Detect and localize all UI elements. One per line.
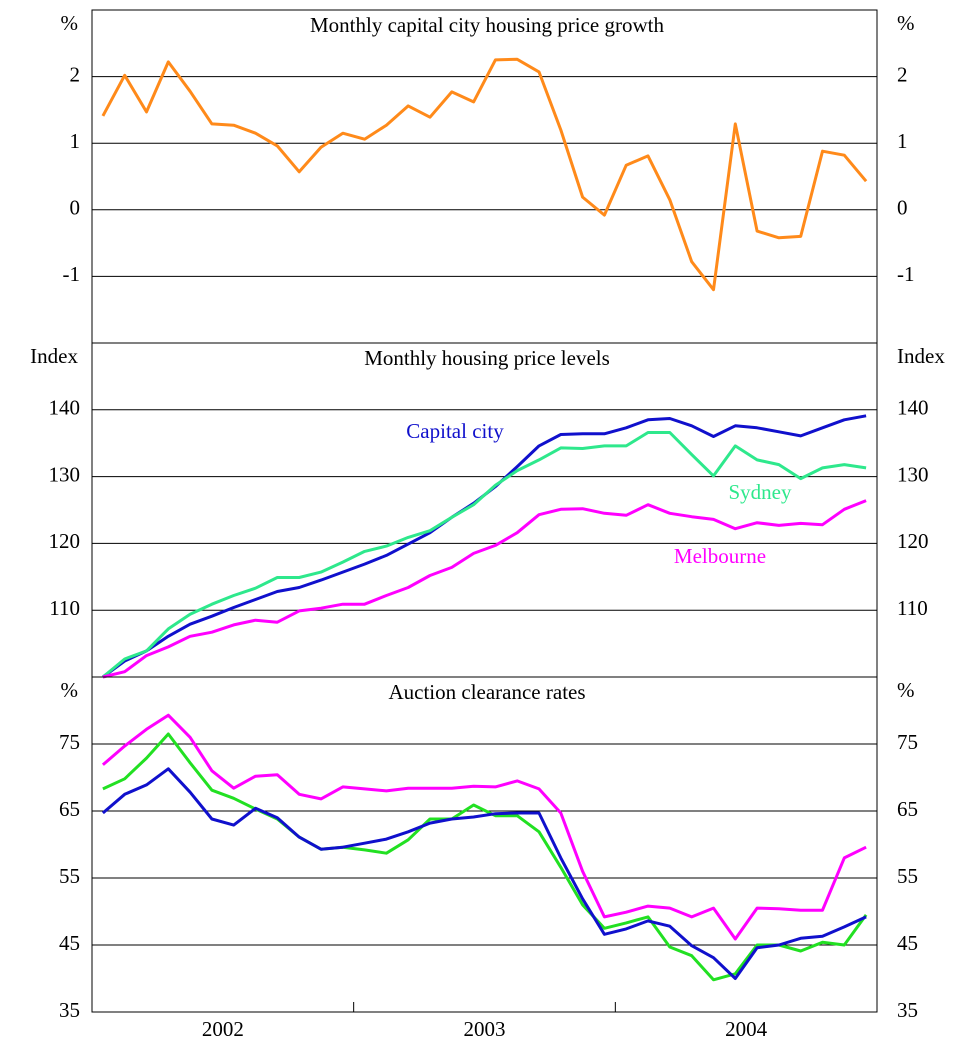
series-line	[101, 713, 867, 941]
y-tick-label: 0	[897, 196, 908, 220]
y-tick-label: 35	[59, 998, 80, 1022]
y-tick-label: 2	[897, 62, 908, 86]
chart-title: Monthly housing price levels	[364, 346, 610, 370]
unit-label: %	[61, 11, 79, 35]
y-tick-label: 120	[897, 529, 929, 553]
series-line	[101, 767, 867, 980]
y-tick-label: 55	[59, 864, 80, 888]
y-tick-label: 140	[897, 396, 929, 420]
series-line	[101, 57, 868, 292]
unit-label: %	[897, 11, 915, 35]
unit-label: %	[61, 678, 79, 702]
unit-label: Index	[30, 344, 78, 368]
y-tick-label: 65	[59, 797, 80, 821]
series-label: Capital city	[406, 419, 504, 443]
y-tick-label: 75	[59, 730, 80, 754]
y-tick-label: 75	[897, 730, 918, 754]
y-tick-label: 1	[70, 129, 81, 153]
y-tick-label: 120	[49, 529, 81, 553]
x-group-label: 2004	[725, 1017, 768, 1041]
series-label: Melbourne	[674, 544, 766, 568]
y-tick-label: -1	[63, 262, 81, 286]
y-tick-label: 130	[897, 462, 929, 486]
y-tick-label: 45	[59, 931, 80, 955]
y-tick-label: 1	[897, 129, 908, 153]
series-line	[102, 732, 868, 982]
y-tick-label: 140	[49, 396, 81, 420]
y-tick-label: 55	[897, 864, 918, 888]
plot-frame	[91, 9, 878, 1013]
series-line	[102, 499, 867, 679]
x-group-label: 2002	[202, 1017, 244, 1041]
y-tick-label: 45	[897, 931, 918, 955]
unit-label: %	[897, 678, 915, 702]
y-tick-label: 110	[49, 596, 80, 620]
chart-title: Monthly capital city housing price growt…	[310, 13, 665, 37]
y-tick-label: 35	[897, 998, 918, 1022]
chart-title: Auction clearance rates	[388, 680, 585, 704]
y-tick-label: 65	[897, 797, 918, 821]
series-label: Sydney	[729, 480, 793, 504]
y-tick-label: -1	[897, 262, 915, 286]
x-group-label: 2003	[464, 1017, 506, 1041]
y-tick-label: 130	[49, 462, 81, 486]
y-tick-label: 2	[70, 62, 81, 86]
series-line	[101, 431, 867, 679]
y-tick-label: 0	[70, 196, 81, 220]
y-tick-label: 110	[897, 596, 928, 620]
unit-label: Index	[897, 344, 945, 368]
